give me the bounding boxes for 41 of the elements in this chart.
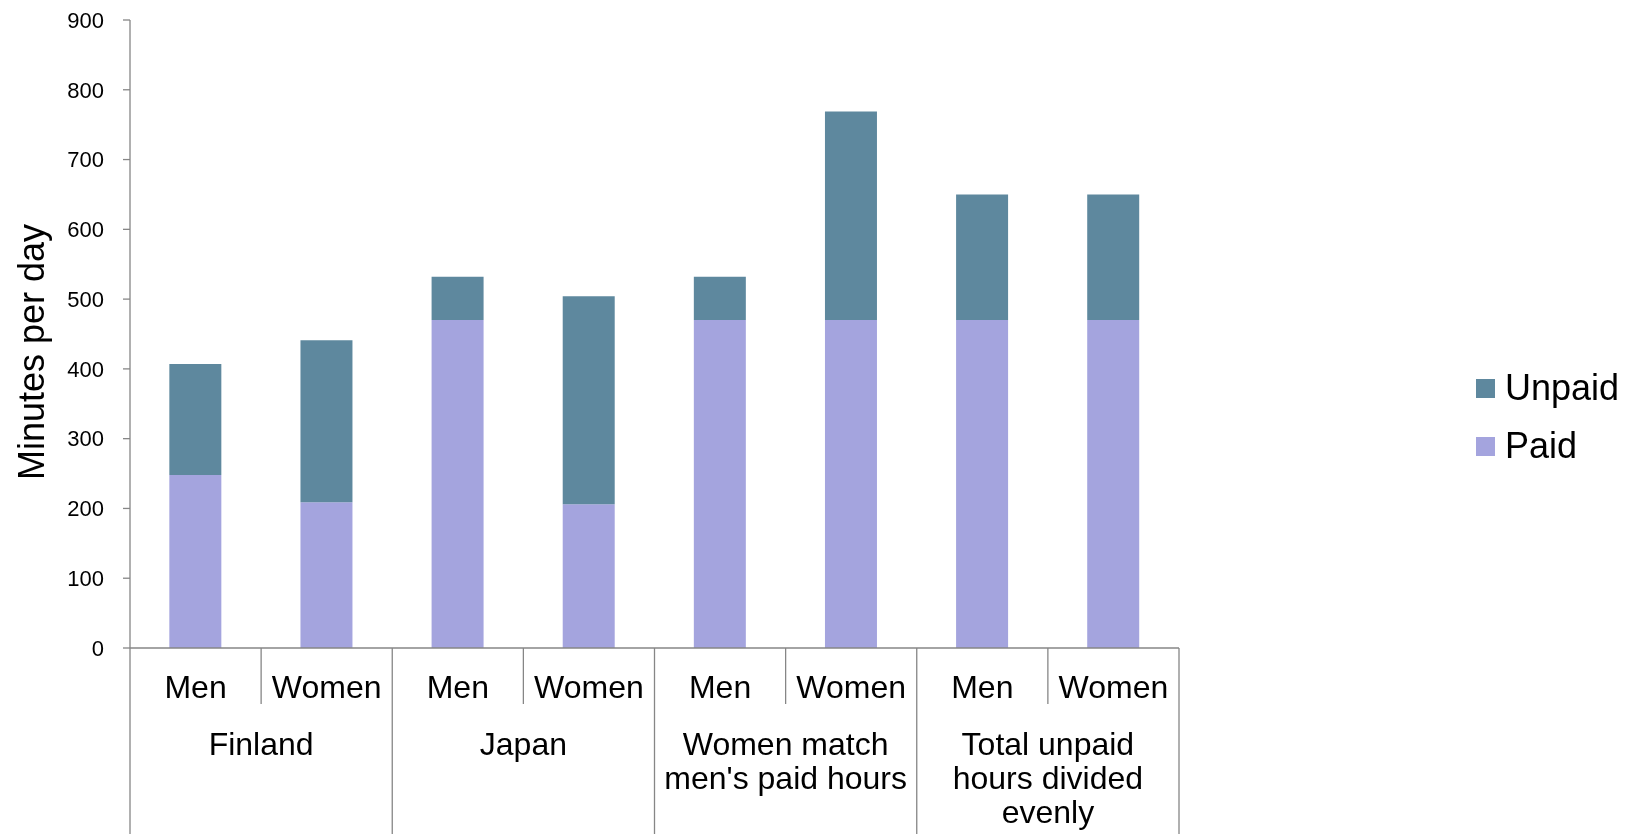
y-tick-label: 0 (91, 635, 104, 661)
y-tick-label: 800 (67, 77, 104, 103)
bar (1087, 320, 1140, 648)
text: Women match men's paid hours (663, 726, 908, 796)
y-tick-label: 900 (67, 7, 104, 33)
y-tick-label: 200 (67, 496, 104, 522)
y-tick-label: 700 (67, 147, 104, 173)
x-tick-label: Men (688, 668, 752, 705)
bar (169, 474, 222, 648)
bar (562, 504, 615, 648)
bar (169, 364, 222, 475)
bar (956, 194, 1009, 321)
y-tick-label: 300 (67, 426, 104, 452)
x-tick-label: Women (1058, 668, 1169, 705)
x-tick-label: Men (164, 668, 227, 705)
x-tick-label: Women (271, 668, 382, 705)
bar (824, 320, 877, 648)
y-axis-title: Minutes per day (10, 223, 52, 481)
bar (431, 276, 484, 321)
bar (300, 340, 353, 503)
bar (431, 320, 484, 648)
y-tick-label: 500 (67, 286, 104, 312)
y-tick-label: 600 (67, 217, 104, 243)
bar (956, 320, 1009, 648)
bar (1087, 194, 1140, 321)
legend-label: Unpaid (1505, 367, 1620, 409)
y-tick-label: 100 (67, 566, 104, 592)
text: Japan (478, 726, 568, 762)
x-tick-label: Men (426, 668, 489, 705)
x-tick-label: Men (951, 668, 1014, 705)
bar (693, 320, 746, 648)
bar (693, 276, 746, 321)
y-tick-label: 400 (67, 356, 104, 382)
bar (300, 502, 353, 648)
text: Total unpaid hours divided evenly (951, 726, 1145, 830)
bar (562, 296, 615, 505)
legend-label: Paid (1505, 425, 1578, 467)
bar (824, 111, 877, 321)
x-tick-label: Women (796, 668, 907, 705)
x-tick-label: Women (534, 668, 644, 705)
text: Finland (207, 726, 315, 762)
